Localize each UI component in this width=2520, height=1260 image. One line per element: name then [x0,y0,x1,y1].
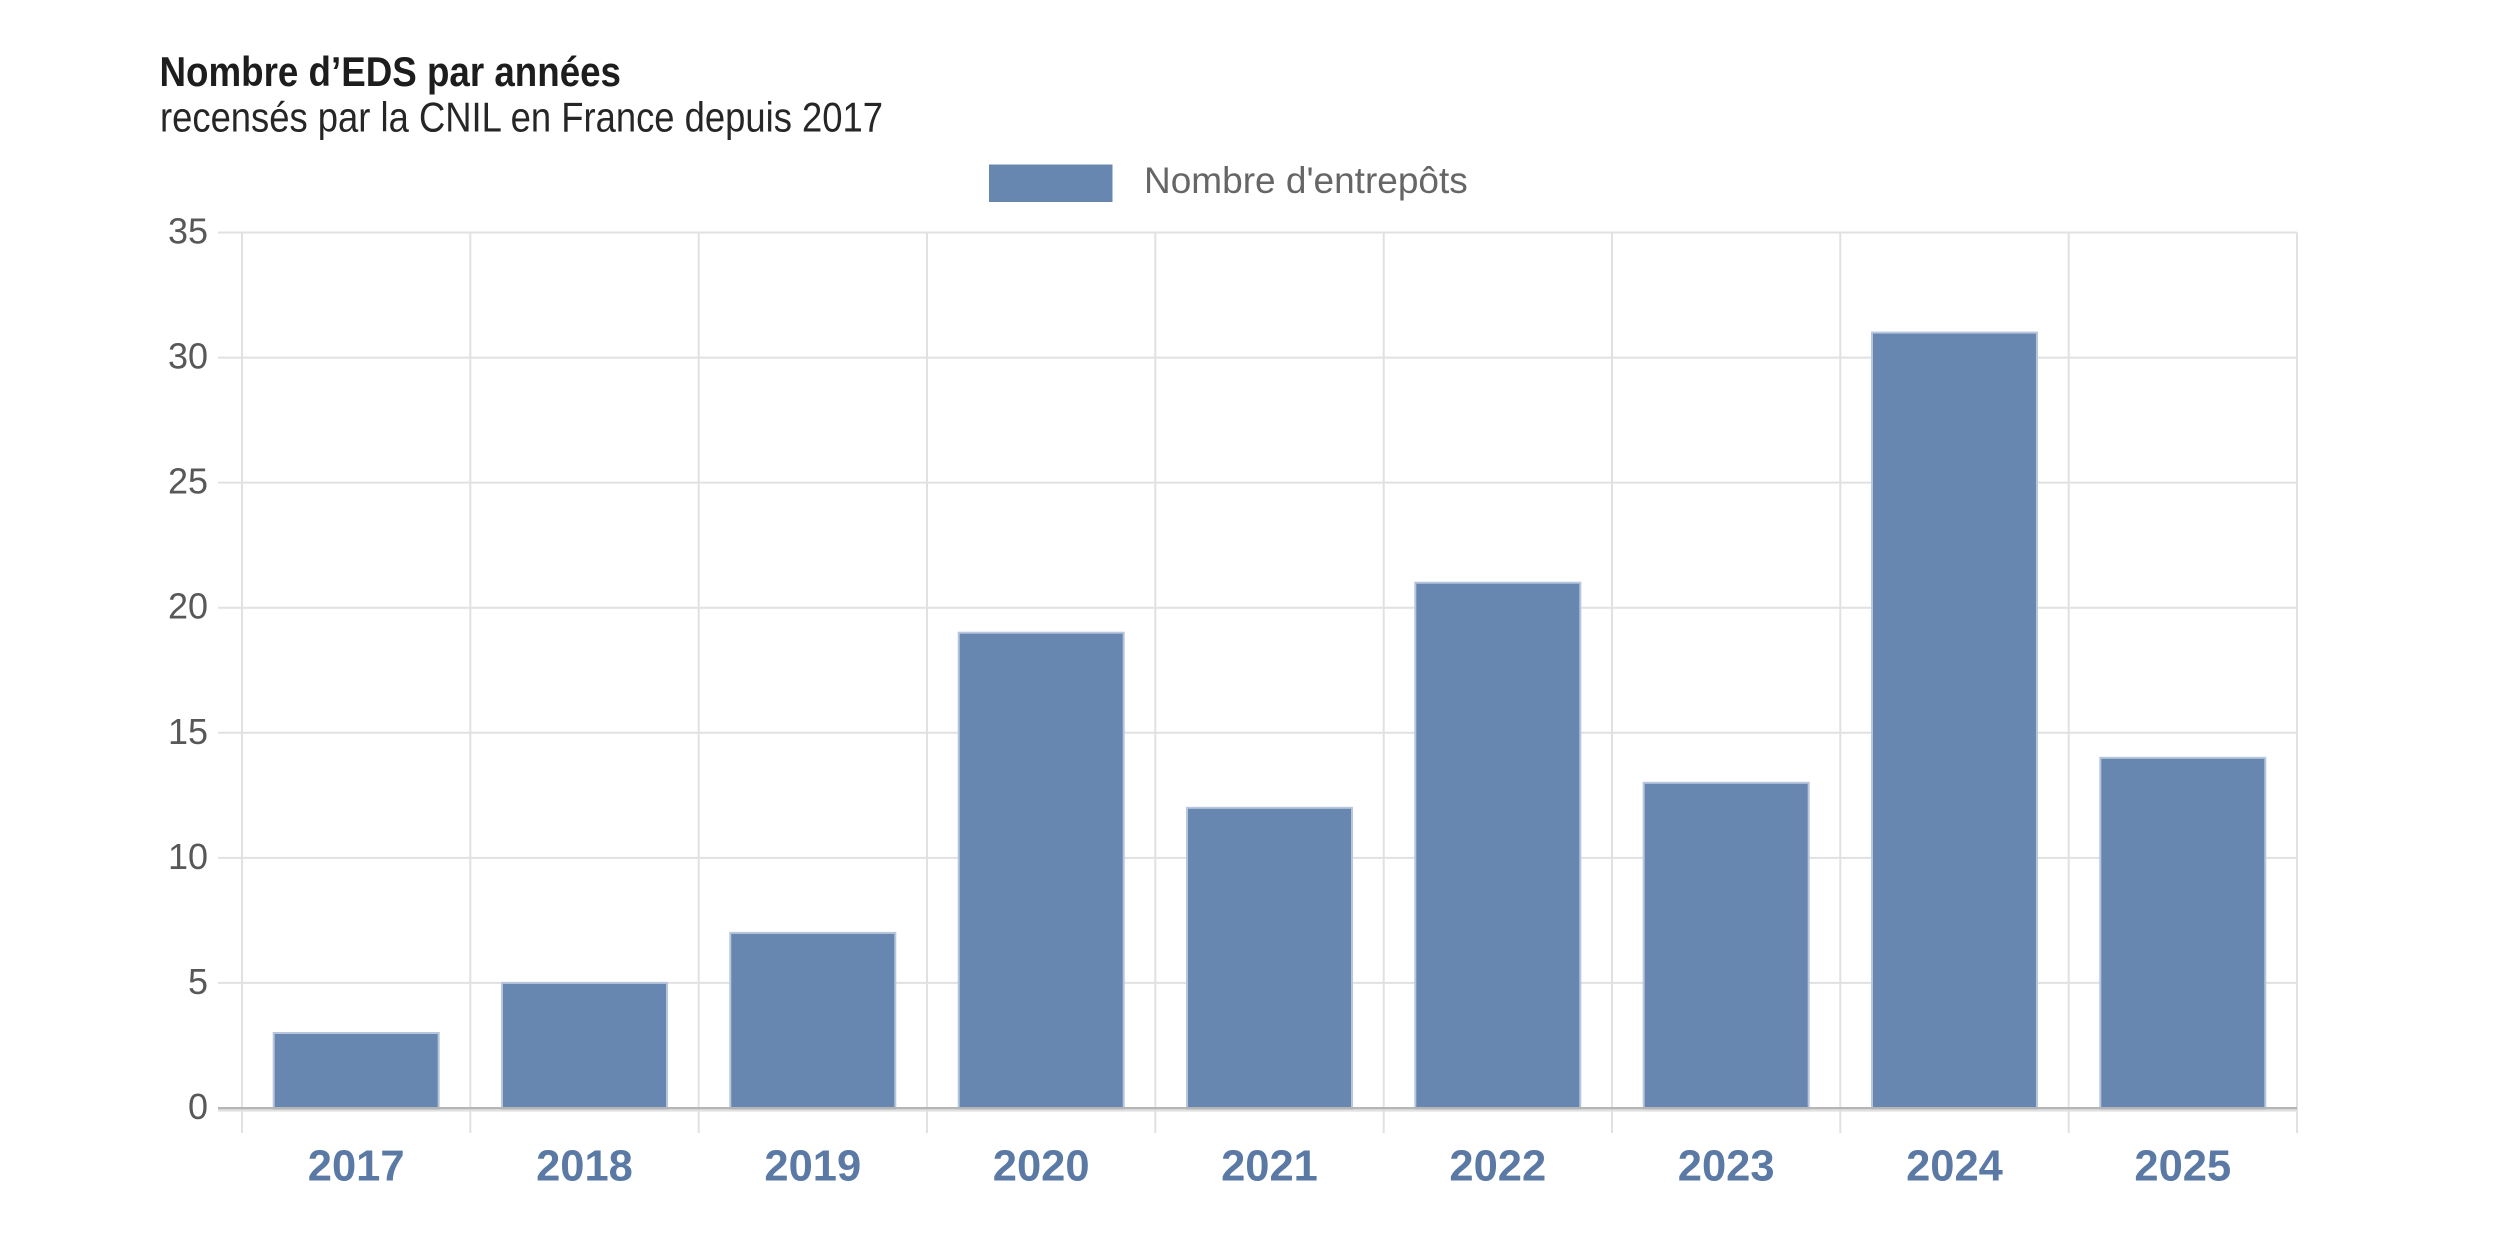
svg-text:20: 20 [168,586,208,627]
svg-text:2019: 2019 [764,1143,861,1191]
svg-text:2020: 2020 [993,1143,1090,1191]
svg-text:15: 15 [168,711,208,752]
svg-text:30: 30 [168,336,208,377]
svg-text:35: 35 [168,211,208,252]
svg-text:2022: 2022 [1449,1143,1546,1191]
svg-text:Nombre d’EDS par années: Nombre d’EDS par années [160,48,622,95]
svg-text:2018: 2018 [536,1143,633,1191]
svg-text:5: 5 [188,961,208,1002]
svg-text:2024: 2024 [1906,1143,2003,1191]
svg-text:2025: 2025 [2134,1143,2231,1191]
svg-text:0: 0 [188,1086,208,1127]
svg-text:2023: 2023 [1678,1143,1775,1191]
svg-text:2021: 2021 [1221,1143,1318,1191]
svg-text:10: 10 [168,836,208,877]
svg-text:2017: 2017 [308,1143,405,1191]
svg-text:Nombre d'entrepôts: Nombre d'entrepôts [1144,160,1468,201]
svg-text:recensés par la CNIL en France: recensés par la CNIL en France depuis 20… [160,93,883,140]
svg-text:25: 25 [168,461,208,502]
